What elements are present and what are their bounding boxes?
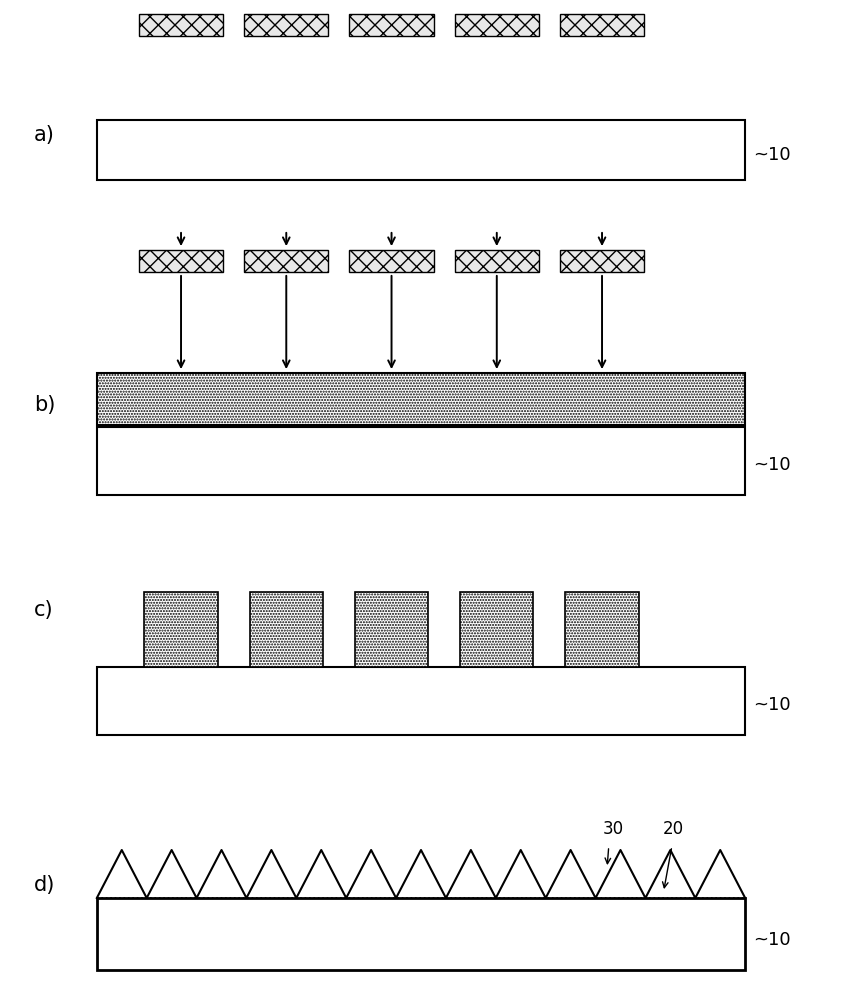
Text: b): b)	[34, 395, 55, 415]
Text: 20: 20	[663, 820, 685, 838]
Bar	[566, 592, 639, 667]
Bar	[139, 14, 223, 36]
Text: ~10: ~10	[754, 931, 791, 949]
Text: c): c)	[34, 600, 53, 620]
Text: ~10: ~10	[754, 696, 791, 714]
Bar	[97, 120, 745, 180]
Text: ~10: ~10	[754, 146, 791, 164]
Bar	[355, 592, 429, 667]
Bar	[97, 427, 745, 495]
Bar	[145, 592, 217, 667]
Bar	[460, 592, 534, 667]
Text: d): d)	[34, 875, 55, 895]
Bar	[560, 14, 644, 36]
Bar	[560, 250, 644, 272]
Bar	[139, 250, 223, 272]
Text: 30: 30	[602, 820, 624, 838]
Text: ~10: ~10	[754, 456, 791, 474]
Bar	[349, 14, 434, 36]
Bar	[244, 14, 328, 36]
Bar	[97, 898, 745, 970]
Bar	[349, 250, 434, 272]
Bar	[455, 250, 539, 272]
Bar	[250, 592, 323, 667]
Bar	[97, 373, 745, 425]
Bar	[97, 667, 745, 735]
Bar	[455, 14, 539, 36]
Text: a): a)	[34, 125, 55, 145]
Bar	[244, 250, 328, 272]
